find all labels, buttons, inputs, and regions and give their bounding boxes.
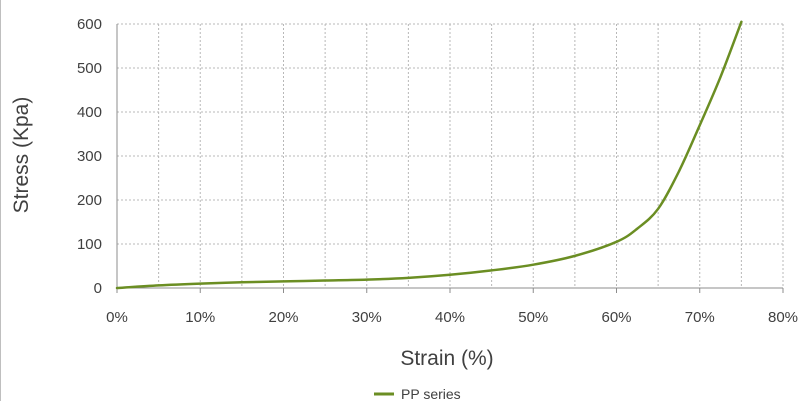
y-tick-label-4: 400	[77, 104, 102, 121]
y-tick-label-1: 100	[77, 236, 102, 253]
x-tick-label-4: 40%	[435, 309, 465, 326]
x-tick-label-6: 60%	[601, 309, 631, 326]
x-tick-label-1: 10%	[185, 309, 215, 326]
y-tick-label-6: 600	[77, 16, 102, 33]
y-tick-label-5: 500	[77, 60, 102, 77]
y-tick-label-3: 300	[77, 148, 102, 165]
y-tick-label-2: 200	[77, 192, 102, 209]
x-tick-label-7: 70%	[685, 309, 715, 326]
grid	[117, 23, 784, 288]
legend-label-pp-series: PP series	[401, 386, 461, 401]
legend: PP series	[374, 386, 461, 401]
y-tick-label-0: 0	[94, 280, 102, 297]
x-tick-label-8: 80%	[768, 309, 798, 326]
series-lines	[115, 20, 743, 290]
x-tick-label-0: 0%	[106, 309, 128, 326]
x-tick-label-5: 50%	[518, 309, 548, 326]
axes	[116, 24, 784, 293]
x-tick-label-2: 20%	[268, 309, 298, 326]
tick-labels: 0 100 200 300 400 500 600 0% 10% 20% 30% 40% 50% 60% 7…	[77, 16, 798, 326]
series-line-0	[115, 20, 743, 290]
x-tick-label-3: 30%	[352, 309, 382, 326]
x-axis-title: Strain (%)	[400, 347, 493, 370]
y-axis-title: Stress (Kpa)	[10, 97, 33, 214]
